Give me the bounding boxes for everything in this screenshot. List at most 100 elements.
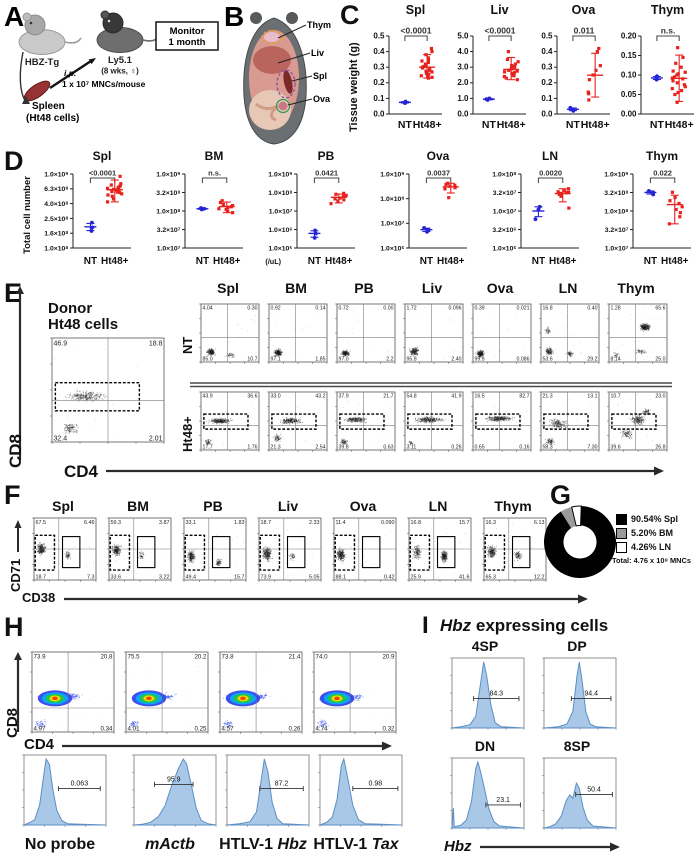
probe-histogram-2: 95.9: [132, 754, 217, 827]
quadrant-value-tr: 1.83: [234, 520, 245, 526]
p-value: n.s.: [661, 26, 676, 36]
panel-c: C Tissue weight (g) Spl 0.5 0.4 0.3 0.2 0.1 0.…: [340, 0, 700, 148]
flow-plot-prime-flow-4: 74.0 20.9 4.74 0.32: [312, 651, 397, 734]
flow-plot-nt-ln: 16.8 0.40 53.6 29.2: [539, 303, 600, 364]
h-y-axis-title-cd8: CD8: [4, 707, 21, 738]
unit-note: (/uL): [265, 257, 281, 266]
y-tick-label: 3.2×10⁷: [605, 227, 629, 234]
group-label-nt: NT: [84, 256, 97, 267]
panel-f-axes: [14, 520, 588, 604]
dashed-gate: [409, 534, 431, 571]
quadrant-value-tl: 54.8: [407, 394, 417, 400]
e-column-header-liv: Liv: [421, 280, 443, 296]
y-tick-label: 0.2: [541, 78, 553, 87]
quadrant-value-tr: 82.7: [519, 394, 529, 400]
quadrant-value-tr: 0.30: [247, 306, 257, 312]
quadrant-value-tl: 10.7: [611, 394, 621, 400]
organ-label-liv: Liv: [311, 48, 324, 58]
f-y-axis-title-cd71: CD71: [8, 558, 23, 592]
panel-g-label: G: [550, 480, 572, 510]
flow-plot-prime-flow-2: 75.5 20.2 4.01 0.25: [124, 651, 209, 734]
i-subplot-title-8sp: 8SP: [563, 738, 591, 754]
quadrant-value-br: 7.30: [587, 445, 597, 451]
monitor-line1: Monitor: [170, 26, 205, 37]
quadrant-value-tl: 16.8: [543, 306, 553, 312]
dashed-gate: [484, 534, 506, 571]
e-column-header-bm: BM: [285, 280, 307, 296]
plot-title: LN: [542, 149, 558, 163]
quadrant-value-bl: 18.7: [36, 575, 47, 581]
mnc-distribution-donut-chart: [544, 505, 617, 578]
y-tick-label: 1.0×10⁹: [604, 171, 628, 178]
panel-i: I Hbz expressing cells Hbz 4SP 84.3 DP 94.4…: [420, 612, 700, 862]
quadrant-value-br: 15.7: [234, 575, 245, 581]
i-subplot-title-4sp: 4SP: [471, 638, 499, 654]
e-column-header-spl: Spl: [217, 280, 239, 296]
panel-h: H CD8 CD4 73.9 20.8 4.97 0.34 75.5 20.2 4.01 0.…: [0, 612, 420, 862]
f-column-header-ln: LN: [428, 498, 448, 514]
donut-total-label: Total: 4.76 x 10⁸ MNCs: [612, 556, 691, 565]
cd38-axis-arrowhead-icon: [578, 594, 588, 604]
flow-plot-cd71-cd38-bm: 59.3 3.87 33.6 3.22: [107, 517, 172, 582]
flow-plot-nt-liv: 1.72 0.096 95.8 2.40: [403, 303, 464, 364]
cd4-axis-arrowhead-icon: [654, 466, 664, 476]
dashed-gate: [611, 413, 657, 430]
e-y-axis-title-cd8: CD8: [6, 433, 25, 468]
flow-plot-ht48-liv: 54.8 41.9 3.11 0.26: [403, 391, 464, 452]
quadrant-value-tr: 0.090: [381, 520, 395, 526]
cell-number-plot-bm: BM 1.0×10⁹ 3.2×10⁸ 1.0×10⁸ 3.2×10⁷ 1.0×10⁷ n.s…: [156, 149, 243, 267]
solid-gate: [61, 536, 81, 569]
cell-number-plot-ln: LN 1.0×10⁸ 3.2×10⁷ 1.0×10⁷ 3.2×10⁶ 1.0×10⁶ 0.0…: [492, 149, 579, 267]
quadrant-value-tl: 16.8: [411, 520, 422, 526]
y-tick-label: 1.0×10⁹: [268, 171, 292, 178]
gate-percentage: 94.4: [584, 691, 598, 698]
probe-histogram-3: 87.2: [225, 754, 310, 827]
y-tick-label: 3.0: [457, 63, 469, 72]
p-value: 0.0020: [539, 169, 562, 178]
plot-title: PB: [318, 149, 335, 163]
route-label: i.p.: [64, 68, 76, 78]
quadrant-value-bl: 32.4: [54, 436, 68, 443]
quadrant-value-br: 0.34: [100, 726, 113, 733]
panel-e: E Donor Ht48 cells CD8 CD4 NT Ht48+ 46.9…: [0, 280, 700, 481]
quadrant-value-tl: 0.39: [475, 306, 485, 312]
probe-label-italic: Tax: [371, 836, 399, 853]
gate-percentage: 0.98: [369, 781, 383, 788]
panel-e-axes: [16, 286, 672, 476]
quadrant-value-tl: 4.04: [203, 306, 213, 312]
y-tick-label: 1.0×10⁶: [380, 245, 404, 252]
quadrant-value-tr: 0.00: [383, 306, 393, 312]
group-label-ht48: Ht48+: [581, 119, 610, 131]
quadrant-value-tl: 33.0: [271, 394, 281, 400]
y-tick-label: 1.0×10⁸: [156, 208, 180, 215]
plot-title: Thym: [651, 3, 684, 17]
panel-h-label: H: [4, 612, 24, 642]
panel-b-label: B: [224, 1, 244, 32]
legend-text: 4.26% LN: [631, 542, 672, 552]
quadrant-value-br: 29.2: [587, 357, 597, 363]
quadrant-value-tl: 1.72: [407, 306, 417, 312]
quadrant-value-br: 7.3: [87, 575, 95, 581]
quadrant-value-br: 1.76: [247, 445, 257, 451]
flow-plot-cd71-cd38-pb: 33.1 1.83 49.4 15.7: [182, 517, 247, 582]
quadrant-value-br: 0.086: [517, 357, 530, 363]
dashed-gate: [339, 413, 385, 430]
organ-label-spl: Spl: [313, 71, 327, 81]
y-tick-label: 1.0×10⁹: [156, 171, 180, 178]
quadrant-value-tr: 0.021: [517, 306, 530, 312]
plot-title: Spl: [406, 3, 425, 17]
p-value: 0.0421: [315, 169, 338, 178]
e-column-header-thym: Thym: [617, 280, 655, 296]
e-column-header-pb: PB: [354, 280, 374, 296]
f-column-header-thym: Thym: [494, 498, 532, 514]
y-tick-label: 0.3: [373, 63, 385, 72]
y-tick-label: 2.5×10⁸: [44, 216, 68, 223]
f-column-header-bm: BM: [127, 498, 149, 514]
dashed-gate: [34, 534, 56, 571]
dashed-gate: [259, 534, 281, 571]
quadrant-value-tr: 21.7: [383, 394, 393, 400]
legend-row-ln: 4.26% LN: [616, 540, 678, 554]
group-label-nt: NT: [420, 256, 433, 267]
y-tick-label: 1.0×10⁶: [268, 227, 292, 234]
